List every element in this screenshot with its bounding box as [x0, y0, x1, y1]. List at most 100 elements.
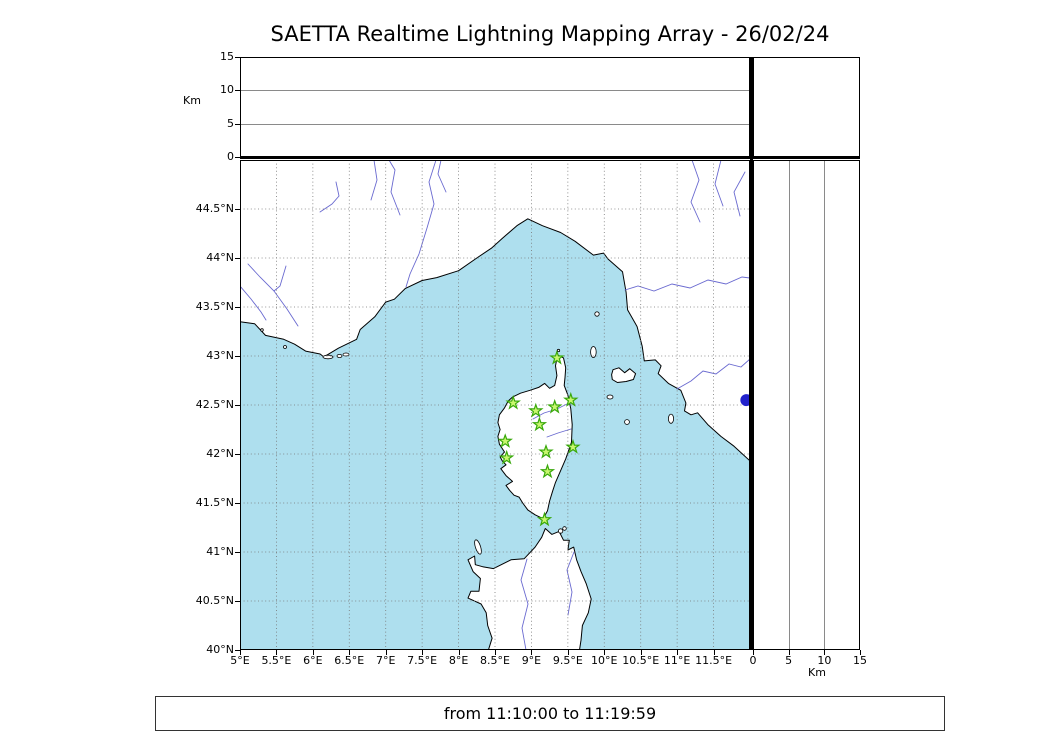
- lon-tick-label: 9.5°E: [552, 654, 583, 667]
- station-marker: [528, 402, 544, 418]
- altitude-tick-label: 15: [220, 50, 234, 63]
- altitude-tick-label: 5: [227, 116, 234, 130]
- time-window-box: from 11:10:00 to 11:19:59: [155, 696, 945, 731]
- maddalena-island: [557, 528, 564, 534]
- lon-tick-label: 7.5°E: [407, 654, 438, 667]
- lon-tick-label: 10°E: [591, 654, 618, 667]
- lon-tick-label: 5.5°E: [261, 654, 292, 667]
- river: [624, 276, 750, 292]
- lon-tick-label: 5°E: [230, 654, 250, 667]
- river: [520, 558, 529, 650]
- lat-tick-label: 44°N: [206, 251, 234, 264]
- giglio-island: [667, 413, 674, 424]
- river: [733, 171, 746, 217]
- lon-tick-label: 11.5°E: [695, 654, 733, 667]
- altitude-axis-label-right: Km: [808, 666, 826, 679]
- river: [714, 160, 724, 207]
- gorgona-island: [594, 311, 600, 317]
- panel-separator-horizontal: [240, 156, 860, 159]
- lat-tick-label: 44.5°N: [195, 202, 234, 215]
- sardinia-coast: [467, 528, 592, 650]
- tick-mark: [567, 650, 569, 655]
- levant-island: [342, 352, 350, 357]
- pianosa-island: [606, 394, 614, 400]
- tick-mark: [240, 650, 241, 655]
- lon-tick-label: 6°E: [303, 654, 323, 667]
- station-marker: [563, 391, 579, 407]
- corsica-coast: [497, 354, 573, 520]
- map-grid: [240, 160, 750, 650]
- asinara-island: [474, 539, 482, 555]
- lon-tick-label: 8°E: [448, 654, 469, 667]
- station-marker: [497, 433, 513, 448]
- tick-mark: [713, 650, 715, 655]
- tick-mark: [235, 650, 240, 651]
- tick-mark: [349, 650, 351, 655]
- elba-island: [611, 367, 637, 383]
- tick-mark: [753, 650, 754, 655]
- station-marker: [538, 443, 554, 459]
- river: [370, 160, 378, 201]
- caprera-island: [562, 526, 567, 531]
- station-marker: [536, 511, 553, 527]
- river: [273, 265, 287, 292]
- altitude-latitude-panel: [753, 160, 860, 650]
- porquerolles-island: [322, 354, 334, 360]
- tick-mark: [495, 650, 496, 655]
- river: [566, 551, 575, 616]
- river: [405, 160, 437, 288]
- capraia-island: [590, 346, 597, 358]
- figure-title: SAETTA Realtime Lightning Mapping Array …: [270, 22, 830, 46]
- lat-tick-label: 43°N: [206, 349, 234, 362]
- altitude-tick-label: 0: [227, 150, 234, 163]
- lat-tick-label: 43.5°N: [195, 300, 234, 313]
- lat-tick-label: 42°N: [206, 447, 234, 460]
- altitude-longitude-panel: [240, 57, 750, 157]
- tick-mark: [677, 650, 679, 655]
- lon-tick-label: 7°E: [375, 654, 396, 667]
- mainland-coast: [240, 160, 750, 462]
- lat-tick-label: 41.5°N: [195, 496, 234, 509]
- river: [437, 160, 447, 193]
- tick-mark: [788, 650, 790, 655]
- tick-mark: [276, 650, 278, 655]
- station-marker: [539, 463, 556, 479]
- lat-tick-label: 41°N: [206, 545, 234, 558]
- river: [240, 285, 267, 321]
- map-panel: [240, 160, 750, 650]
- tick-mark: [640, 650, 642, 655]
- stations-layer: [497, 349, 750, 527]
- lon-tick-label: 11°E: [663, 654, 691, 667]
- river: [676, 358, 750, 390]
- lon-tick-label: 6.5°E: [334, 654, 365, 667]
- histogram-panel: [753, 57, 860, 157]
- river: [319, 181, 340, 213]
- altitude-axis-label-top: Km: [183, 94, 201, 107]
- river: [388, 160, 401, 216]
- river: [690, 160, 701, 223]
- embiez-island: [283, 345, 287, 349]
- tick-mark: [312, 650, 314, 655]
- tick-mark: [604, 650, 606, 655]
- tick-mark: [458, 650, 460, 655]
- giraglia-island: [556, 348, 561, 353]
- lat-tick-label: 40°N: [206, 643, 234, 656]
- map-border: [240, 160, 750, 650]
- station-marker: [565, 438, 581, 454]
- tick-mark: [422, 650, 424, 655]
- station-marker: [505, 394, 521, 410]
- frioul-island: [260, 328, 264, 332]
- montecristo-island: [624, 419, 630, 425]
- station-marker: [549, 349, 565, 365]
- station-marker: [498, 449, 515, 465]
- tick-mark: [385, 650, 387, 655]
- lon-tick-label: 10.5°E: [622, 654, 660, 667]
- edge-marker-dot: [740, 394, 750, 407]
- portcros-island: [336, 353, 343, 358]
- station-marker: [547, 398, 563, 414]
- time-window-text: from 11:10:00 to 11:19:59: [443, 704, 657, 723]
- river: [546, 428, 572, 438]
- tick-mark: [860, 650, 861, 655]
- altitude-tick-label: 15: [853, 654, 867, 667]
